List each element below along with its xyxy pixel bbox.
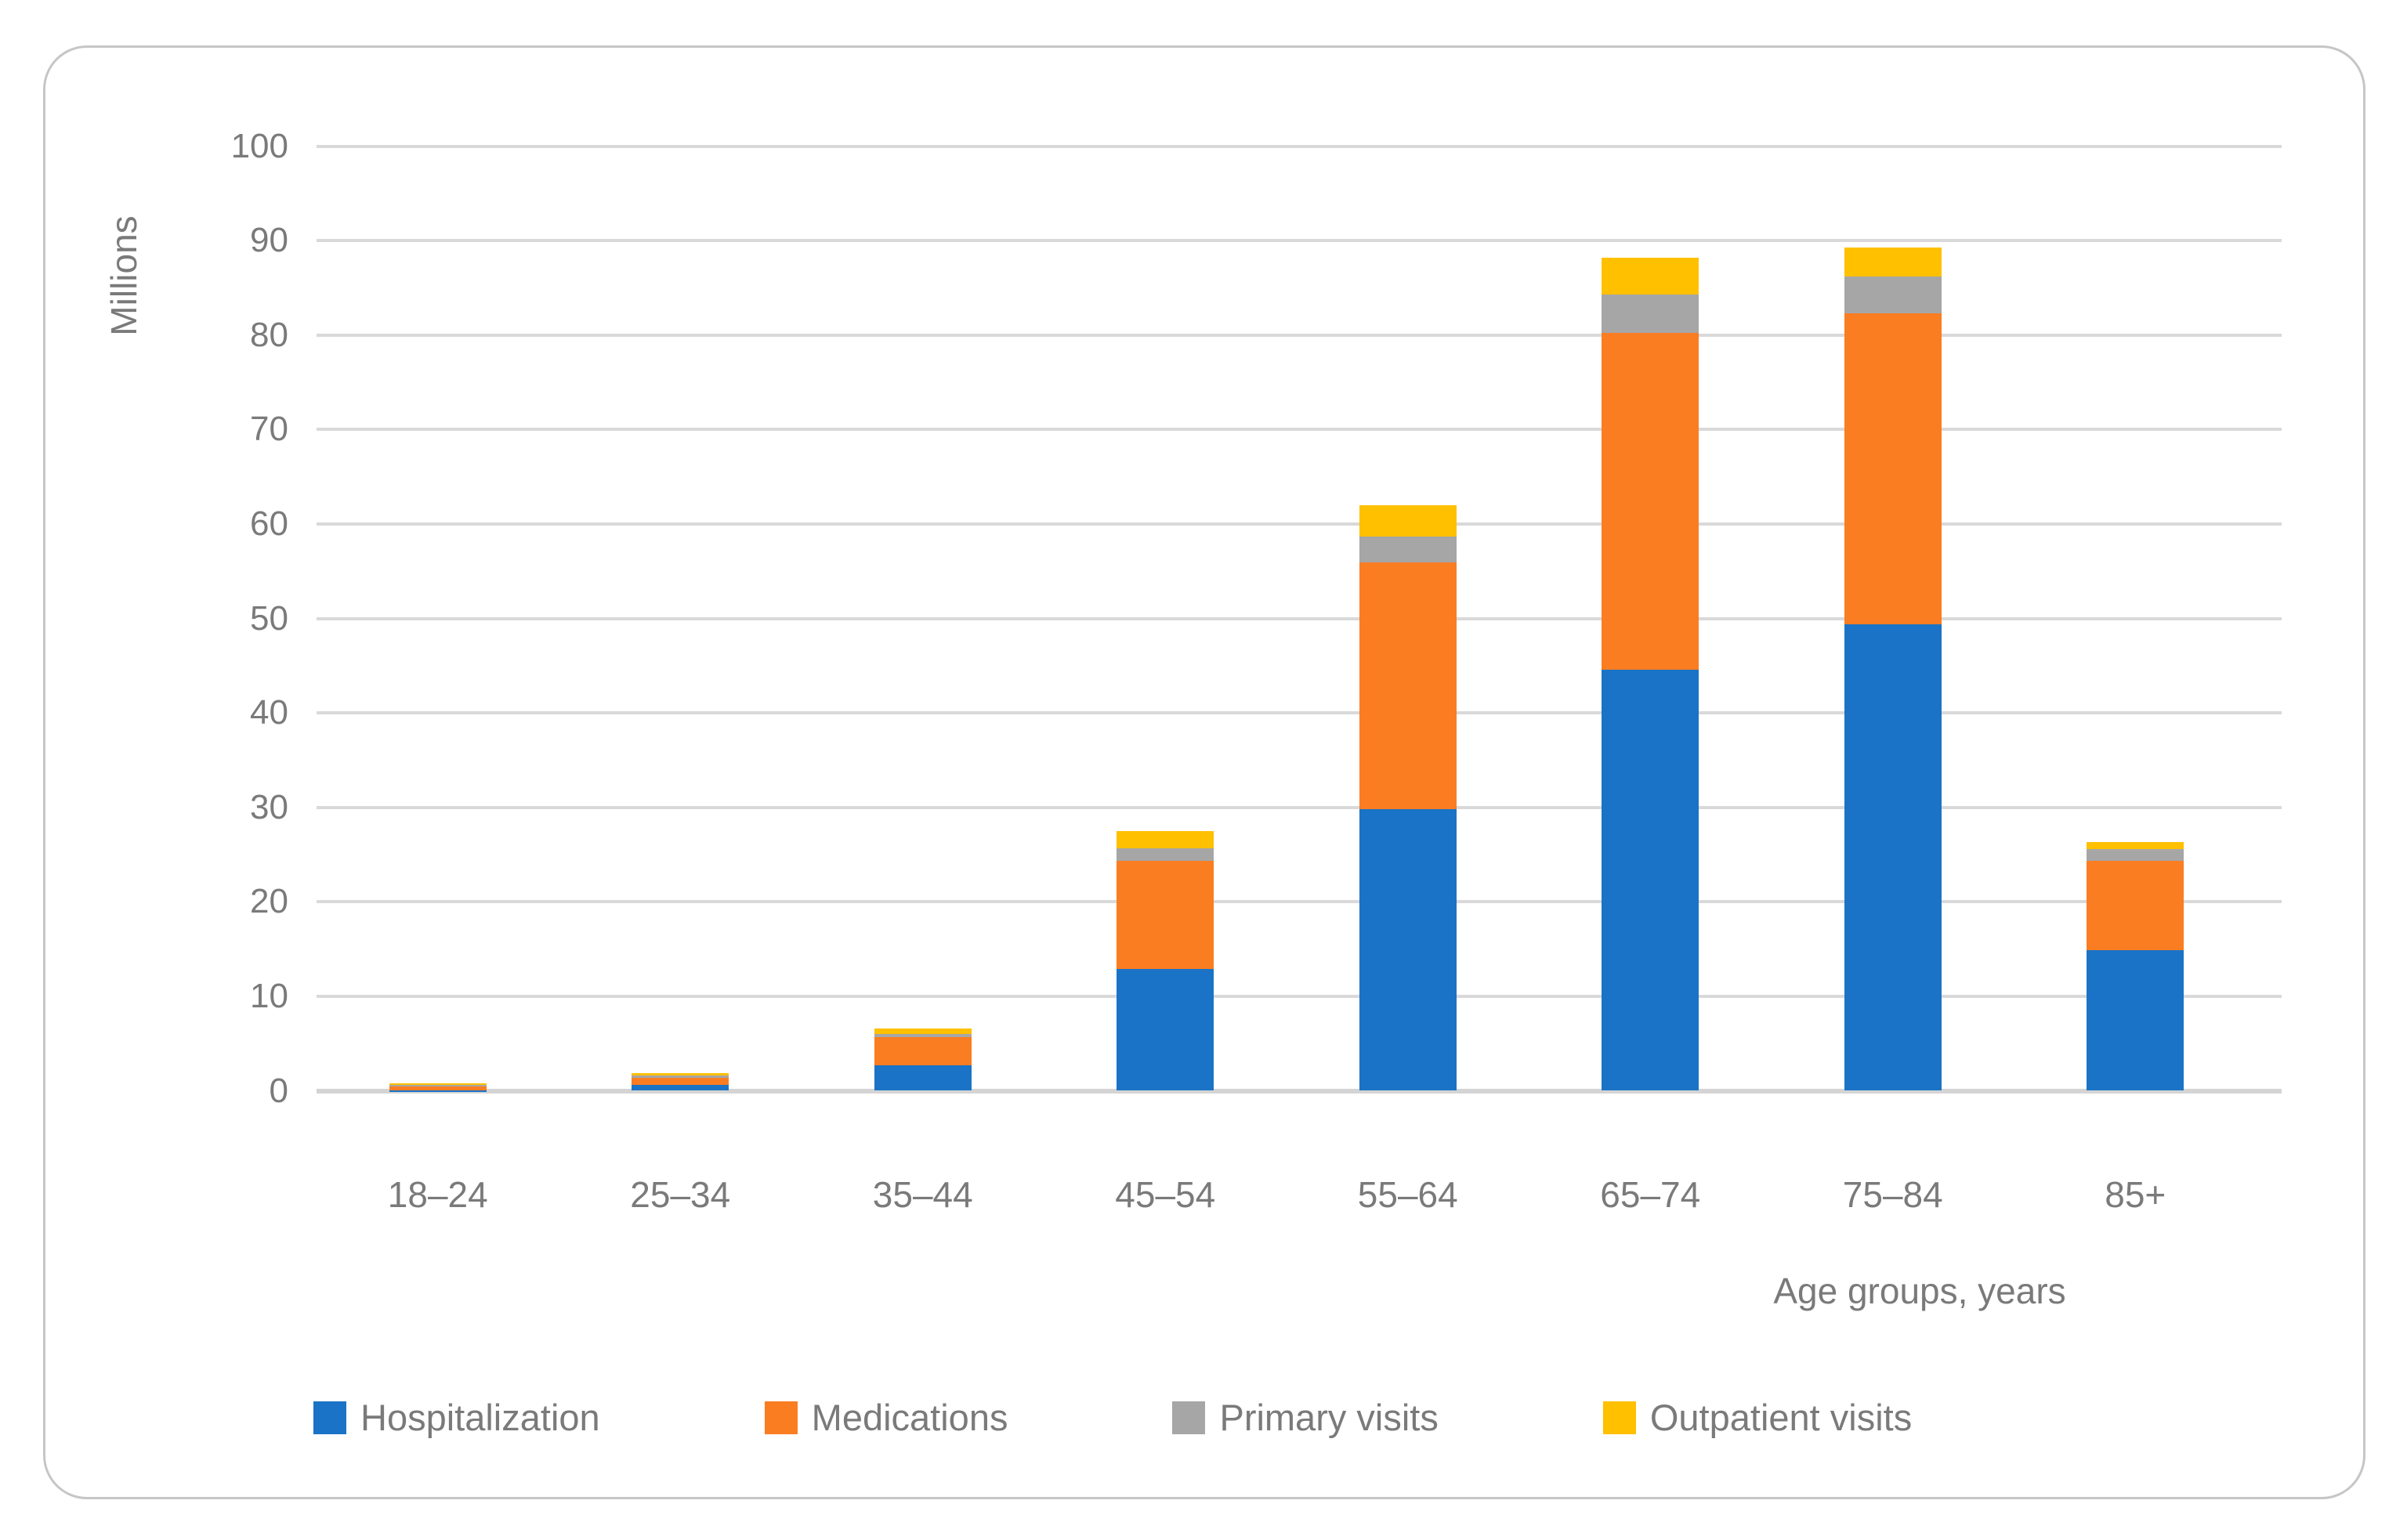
y-tick-label-100: 100 bbox=[230, 126, 288, 165]
x-tick-label-18-24: 18–24 bbox=[387, 1174, 488, 1215]
x-tick-label-25-34: 25–34 bbox=[630, 1174, 731, 1215]
bar-segment-85+-hospitalization bbox=[2087, 949, 2184, 1091]
bar-segment-45-54-hospitalization bbox=[1117, 968, 1214, 1091]
legend: Hospitalization Medications Primary visits… bbox=[313, 1396, 1912, 1439]
gridline-20 bbox=[317, 900, 2282, 904]
x-tick-label-55-64: 55–64 bbox=[1357, 1174, 1458, 1215]
bar-segment-65-74-medications bbox=[1602, 333, 1699, 670]
bar-segment-25-34-medications bbox=[632, 1077, 729, 1086]
bar-segment-75-84-medications bbox=[1844, 313, 1942, 624]
y-tick-label-40: 40 bbox=[250, 693, 288, 732]
legend-item-outpatient-visits: Outpatient visits bbox=[1602, 1396, 1913, 1439]
x-axis-baseline bbox=[317, 1088, 2282, 1094]
y-tick-label-90: 90 bbox=[250, 221, 288, 260]
bar-segment-55-64-outpatient-visits bbox=[1359, 504, 1457, 537]
bar-segment-45-54-primary-visits bbox=[1117, 848, 1214, 862]
legend-label: Medications bbox=[811, 1397, 1008, 1438]
gridline-50 bbox=[317, 616, 2282, 620]
bar-segment-75-84-outpatient-visits bbox=[1844, 247, 1942, 277]
gridline-10 bbox=[317, 994, 2282, 998]
legend-swatch-hospitalization bbox=[313, 1401, 346, 1434]
legend-label: Hospitalization bbox=[360, 1397, 600, 1438]
gridline-90 bbox=[317, 239, 2282, 243]
legend-item-medications: Medications bbox=[764, 1396, 1008, 1439]
bar-segment-25-34-outpatient-visits bbox=[632, 1072, 729, 1076]
y-tick-label-0: 0 bbox=[269, 1071, 288, 1110]
bar-segment-35-44-medications bbox=[874, 1036, 972, 1065]
bar-segment-55-64-hospitalization bbox=[1359, 809, 1457, 1091]
x-tick-label-85+: 85+ bbox=[2105, 1174, 2166, 1215]
x-tick-label-75-84: 75–84 bbox=[1842, 1174, 1943, 1215]
y-tick-label-50: 50 bbox=[250, 598, 288, 638]
bar-segment-35-44-primary-visits bbox=[874, 1034, 972, 1037]
legend-swatch-medications bbox=[764, 1401, 798, 1434]
bar-segment-85+-primary-visits bbox=[2087, 848, 2184, 862]
x-axis-title: Age groups, years bbox=[1773, 1271, 2066, 1311]
legend-label: Primary visits bbox=[1219, 1397, 1439, 1438]
y-axis-title: Millions bbox=[103, 215, 144, 336]
y-tick-label-70: 70 bbox=[250, 410, 288, 449]
y-tick-label-10: 10 bbox=[250, 976, 288, 1015]
bar-segment-65-74-outpatient-visits bbox=[1602, 257, 1699, 295]
bar-segment-45-54-outpatient-visits bbox=[1117, 830, 1214, 848]
y-tick-label-60: 60 bbox=[250, 504, 288, 543]
y-tick-label-20: 20 bbox=[250, 882, 288, 921]
legend-swatch-primary-visits bbox=[1172, 1401, 1206, 1434]
bar-segment-55-64-medications bbox=[1359, 562, 1457, 810]
gridline-100 bbox=[317, 144, 2282, 148]
bar-segment-85+-outpatient-visits bbox=[2087, 842, 2184, 849]
y-tick-label-80: 80 bbox=[250, 315, 288, 354]
gridline-80 bbox=[317, 333, 2282, 337]
x-tick-label-35-44: 35–44 bbox=[872, 1174, 973, 1215]
bar-segment-25-34-primary-visits bbox=[632, 1075, 729, 1078]
x-tick-label-45-54: 45–54 bbox=[1115, 1174, 1216, 1215]
bar-segment-75-84-hospitalization bbox=[1844, 624, 1942, 1091]
bar-segment-18-24-hospitalization bbox=[389, 1090, 487, 1092]
bar-segment-45-54-medications bbox=[1117, 861, 1214, 969]
bar-segment-65-74-primary-visits bbox=[1602, 294, 1699, 334]
bar-segment-55-64-primary-visits bbox=[1359, 536, 1457, 563]
legend-item-hospitalization: Hospitalization bbox=[313, 1396, 600, 1439]
gridline-60 bbox=[317, 522, 2282, 526]
gridline-70 bbox=[317, 428, 2282, 432]
legend-item-primary-visits: Primary visits bbox=[1172, 1396, 1439, 1439]
bar-segment-18-24-outpatient-visits bbox=[389, 1083, 487, 1085]
bar-segment-25-34-hospitalization bbox=[632, 1085, 729, 1091]
gridline-40 bbox=[317, 711, 2282, 715]
bar-segment-35-44-outpatient-visits bbox=[874, 1028, 972, 1035]
bar-segment-75-84-primary-visits bbox=[1844, 276, 1942, 313]
gridline-30 bbox=[317, 805, 2282, 809]
legend-swatch-outpatient-visits bbox=[1602, 1401, 1636, 1434]
x-tick-label-65-74: 65–74 bbox=[1600, 1174, 1701, 1215]
bar-segment-18-24-primary-visits bbox=[389, 1084, 487, 1086]
bar-segment-35-44-hospitalization bbox=[874, 1065, 972, 1091]
bar-segment-65-74-hospitalization bbox=[1602, 669, 1699, 1091]
y-tick-label-30: 30 bbox=[250, 787, 288, 826]
bar-segment-18-24-medications bbox=[389, 1085, 487, 1090]
bar-segment-85+-medications bbox=[2087, 861, 2184, 950]
chart-frame bbox=[43, 45, 2365, 1499]
legend-label: Outpatient visits bbox=[1649, 1397, 1913, 1438]
